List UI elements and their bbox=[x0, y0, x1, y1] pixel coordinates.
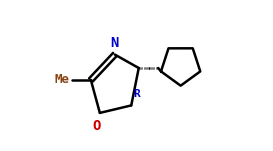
Text: N: N bbox=[111, 36, 119, 50]
Text: Me: Me bbox=[55, 74, 70, 87]
Text: O: O bbox=[93, 119, 101, 133]
Text: R: R bbox=[133, 89, 140, 99]
